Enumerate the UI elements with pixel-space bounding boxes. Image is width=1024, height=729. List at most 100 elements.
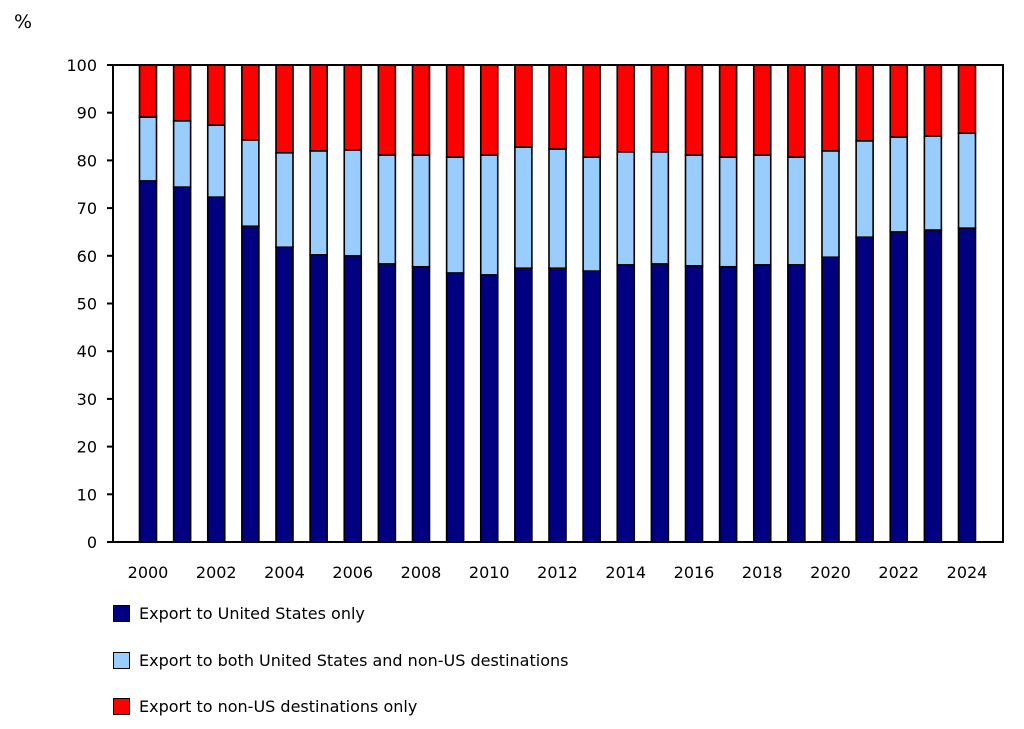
bar-segment-2008-s0 <box>411 265 431 543</box>
bar-segment-2021-s1 <box>855 140 874 238</box>
bar-segment-2004-s1 <box>275 151 294 249</box>
bar-segment-2007-s0 <box>377 263 397 543</box>
y-axis-label: % <box>14 11 32 33</box>
bar-segment-2007-s2 <box>377 64 397 156</box>
bar-segment-2008-s1 <box>411 154 431 268</box>
bar-segment-2014-s1 <box>616 151 636 266</box>
legend-label: Export to both United States and non-US … <box>139 651 569 670</box>
legend-label: Export to United States only <box>139 604 365 623</box>
bar-segment-2012-s2 <box>548 64 567 150</box>
bar-segment-2001-s0 <box>172 186 192 543</box>
bar-segment-2016-s0 <box>684 265 704 543</box>
x-tick-label: 2002 <box>196 563 237 582</box>
bar-segment-2014-s0 <box>616 264 636 543</box>
bar-segment-2019-s2 <box>787 64 806 158</box>
bar-segment-2015-s2 <box>650 64 670 153</box>
legend-item-both: Export to both United States and non-US … <box>113 651 568 670</box>
y-tick-label: 0 <box>87 533 97 552</box>
y-tick-label: 80 <box>77 151 97 170</box>
bar-segment-2019-s0 <box>787 264 806 543</box>
bar-segment-2012-s0 <box>548 267 567 543</box>
legend-item-non-us-only: Export to non-US destinations only <box>113 697 417 716</box>
bar-segment-2022-s0 <box>889 231 909 543</box>
bar-segment-2016-s1 <box>684 154 704 267</box>
y-tick-label: 60 <box>77 247 97 266</box>
bar-segment-2006-s2 <box>343 64 363 151</box>
x-tick-label: 2018 <box>742 563 783 582</box>
bar-segment-2017-s2 <box>718 64 738 158</box>
bar-segment-2002-s0 <box>206 196 226 543</box>
x-tick-label: 2012 <box>537 563 578 582</box>
y-tick-label: 30 <box>77 390 97 409</box>
plot-area-frame <box>112 64 1004 543</box>
bar-segment-2010-s0 <box>479 274 499 543</box>
bar-segment-2018-s0 <box>752 264 772 543</box>
bar-segment-2010-s2 <box>479 64 499 156</box>
bar-segment-2011-s1 <box>514 146 533 270</box>
bar-segment-2017-s1 <box>718 156 738 268</box>
y-tick-label: 40 <box>77 342 97 361</box>
bar-segment-2018-s2 <box>752 64 772 156</box>
bar-segment-2008-s2 <box>411 64 431 156</box>
legend-label: Export to non-US destinations only <box>139 697 418 716</box>
x-tick-label: 2024 <box>947 563 988 582</box>
x-tick-label: 2008 <box>401 563 442 582</box>
x-tick-label: 2010 <box>469 563 510 582</box>
bar-segment-2013-s0 <box>582 270 601 543</box>
bar-segment-2012-s1 <box>548 148 567 270</box>
bar-segment-2019-s1 <box>787 156 806 266</box>
legend-swatch <box>113 698 130 715</box>
bar-segment-2024-s1 <box>957 132 977 229</box>
bar-segment-2011-s2 <box>514 64 533 148</box>
y-tick-label: 10 <box>77 485 97 504</box>
bar-segment-2000-s2 <box>138 64 158 118</box>
bar-segment-2015-s1 <box>650 151 670 265</box>
y-tick-label: 90 <box>77 104 97 123</box>
bar-segment-2023-s1 <box>923 135 943 231</box>
legend-swatch <box>113 652 130 669</box>
bar-segment-2020-s2 <box>821 64 840 152</box>
x-tick-label: 2006 <box>332 563 373 582</box>
bar-segment-2009-s2 <box>445 64 465 158</box>
bar-segment-2020-s0 <box>821 256 840 543</box>
bar-segment-2013-s1 <box>582 156 601 272</box>
bar-segment-2007-s1 <box>377 154 397 265</box>
y-tick-label: 20 <box>77 438 97 457</box>
y-tick-label: 70 <box>77 199 97 218</box>
bar-segment-2003-s0 <box>241 225 260 543</box>
bar-segment-2023-s2 <box>923 64 943 137</box>
bar-segment-2024-s0 <box>957 227 977 543</box>
bar-segment-2018-s1 <box>752 154 772 266</box>
bar-segment-2013-s2 <box>582 64 601 158</box>
bar-segment-2024-s2 <box>957 64 977 135</box>
bar-segment-2023-s0 <box>923 229 943 543</box>
bar-segment-2021-s0 <box>855 236 874 543</box>
bar-segment-2005-s2 <box>309 64 328 152</box>
bar-segment-2006-s1 <box>343 149 363 257</box>
bar-segment-2017-s0 <box>718 265 738 543</box>
bar-segment-2001-s1 <box>172 120 192 188</box>
x-tick-label: 2004 <box>264 563 305 582</box>
x-tick-label: 2022 <box>878 563 919 582</box>
bar-segment-2003-s1 <box>241 139 260 228</box>
bar-segment-2020-s1 <box>821 150 840 259</box>
bar-segment-2003-s2 <box>241 64 260 141</box>
bar-segment-2009-s1 <box>445 156 465 274</box>
bar-segment-2022-s1 <box>889 136 909 233</box>
bar-segment-2011-s0 <box>514 267 533 543</box>
x-tick-label: 2014 <box>605 563 646 582</box>
bar-segment-2014-s2 <box>616 64 636 153</box>
bar-segment-2015-s0 <box>650 263 670 543</box>
bar-segment-2004-s0 <box>275 246 294 543</box>
bar-segment-2022-s2 <box>889 64 909 138</box>
bar-segment-2000-s0 <box>138 180 158 543</box>
bar-segment-2010-s1 <box>479 154 499 276</box>
bar-segment-2005-s0 <box>309 254 328 543</box>
bar-segment-2016-s2 <box>684 64 704 156</box>
y-tick-label: 50 <box>77 295 97 314</box>
legend-swatch <box>113 605 130 622</box>
bar-segment-2002-s1 <box>206 124 226 198</box>
bar-segment-2002-s2 <box>206 64 226 126</box>
x-tick-label: 2000 <box>128 563 169 582</box>
bar-segment-2000-s1 <box>138 116 158 182</box>
